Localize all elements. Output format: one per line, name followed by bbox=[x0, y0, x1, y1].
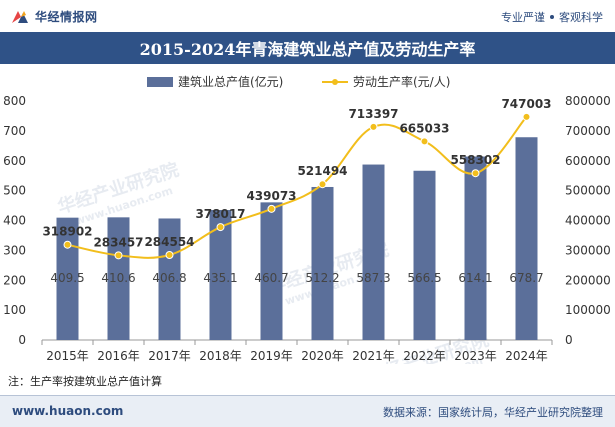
legend-bar-label: 建筑业总产值(亿元) bbox=[178, 74, 283, 89]
y-right-tick-label: 300000 bbox=[565, 243, 611, 257]
bar bbox=[464, 156, 487, 340]
slogan: 专业严谨 客观科学 bbox=[501, 9, 603, 25]
bar-value-label: 614.1 bbox=[458, 271, 492, 285]
slogan-left: 专业严谨 bbox=[501, 11, 545, 24]
bar bbox=[515, 137, 538, 340]
legend-bar-swatch bbox=[147, 77, 173, 87]
bar-value-label: 435.1 bbox=[203, 271, 237, 285]
brand: 华经情报网 bbox=[10, 7, 98, 25]
bar-value-label: 587.3 bbox=[356, 271, 390, 285]
line-point bbox=[471, 169, 480, 178]
x-tick-label: 2022年 bbox=[403, 349, 446, 363]
x-tick-label: 2021年 bbox=[352, 349, 395, 363]
legend: 建筑业总产值(亿元) 劳动生产率(元/人) bbox=[147, 74, 450, 89]
y-right-tick-label: 400000 bbox=[565, 214, 611, 228]
bar bbox=[413, 170, 436, 340]
line-value-label: 318902 bbox=[42, 225, 92, 239]
line-value-label: 747003 bbox=[501, 97, 551, 111]
bar bbox=[107, 217, 130, 340]
x-tick-label: 2016年 bbox=[97, 349, 140, 363]
line-point bbox=[318, 180, 327, 189]
bar bbox=[362, 164, 385, 340]
footer: www.huaon.com 数据来源：国家统计局，华经产业研究院整理 bbox=[0, 396, 615, 427]
y-left-tick-label: 300 bbox=[3, 243, 26, 257]
y-left-tick-label: 800 bbox=[3, 94, 26, 108]
slogan-dot-icon bbox=[550, 15, 554, 19]
y-left-tick-label: 400 bbox=[3, 214, 26, 228]
line-point bbox=[420, 137, 429, 146]
productivity-line bbox=[67, 116, 528, 259]
bar-value-label: 409.5 bbox=[50, 271, 84, 285]
top-bar: 华经情报网 专业严谨 客观科学 bbox=[0, 0, 615, 32]
bar-value-label: 460.7 bbox=[254, 271, 288, 285]
y-right-tick-label: 600000 bbox=[565, 154, 611, 168]
slogan-right: 客观科学 bbox=[559, 11, 603, 24]
line-value-label: 558302 bbox=[450, 153, 500, 167]
line-point bbox=[216, 223, 225, 232]
footer-source: 数据来源：国家统计局，华经产业研究院整理 bbox=[383, 406, 603, 419]
bar-series bbox=[56, 137, 538, 340]
axes: 0 100 200 300 400 500 600 700 800 0 100000 200000 30… bbox=[3, 94, 611, 363]
title-bar: 2015-2024年青海建筑业总产值及劳动生产率 bbox=[0, 32, 615, 64]
line-point bbox=[165, 250, 174, 259]
y-left-tick-label: 100 bbox=[3, 303, 26, 317]
y-right-tick-label: 0 bbox=[565, 333, 573, 347]
line-point bbox=[114, 251, 123, 260]
footer-divider bbox=[0, 395, 615, 396]
y-left-tick-label: 200 bbox=[3, 273, 26, 287]
bar bbox=[260, 202, 283, 340]
bar bbox=[56, 217, 79, 340]
x-tick-label: 2019年 bbox=[250, 349, 293, 363]
bar bbox=[209, 210, 232, 340]
y-left-tick-label: 700 bbox=[3, 124, 26, 138]
brand-name: 华经情报网 bbox=[35, 9, 98, 24]
chart-title: 2015-2024年青海建筑业总产值及劳动生产率 bbox=[139, 40, 476, 59]
bar-value-label: 566.5 bbox=[407, 271, 441, 285]
x-tick-label: 2020年 bbox=[301, 349, 344, 363]
legend-line-label: 劳动生产率(元/人) bbox=[353, 74, 450, 89]
line-point bbox=[63, 240, 72, 249]
line-point bbox=[522, 112, 531, 121]
bar-value-label: 406.8 bbox=[152, 271, 186, 285]
y-right-tick-label: 200000 bbox=[565, 273, 611, 287]
bar-value-label: 512.2 bbox=[305, 271, 339, 285]
x-tick-label: 2017年 bbox=[148, 349, 191, 363]
y-left-tick-label: 600 bbox=[3, 154, 26, 168]
legend-line-marker bbox=[332, 79, 338, 85]
bar-value-label: 410.6 bbox=[101, 271, 135, 285]
x-tick-label: 2024年 bbox=[505, 349, 548, 363]
y-right-tick-label: 700000 bbox=[565, 124, 611, 138]
bar bbox=[311, 186, 334, 340]
brand-logo-icon bbox=[12, 11, 28, 23]
footer-site[interactable]: www.huaon.com bbox=[12, 404, 124, 418]
line-value-label: 283457 bbox=[93, 235, 143, 249]
y-right-tick-label: 100000 bbox=[565, 303, 611, 317]
y-right-tick-label: 800000 bbox=[565, 94, 611, 108]
x-tick-label: 2018年 bbox=[199, 349, 242, 363]
line-value-label: 713397 bbox=[348, 107, 398, 121]
line-series bbox=[63, 112, 531, 260]
line-value-label: 439073 bbox=[246, 189, 296, 203]
bar-value-label: 678.7 bbox=[509, 271, 543, 285]
line-point bbox=[369, 122, 378, 131]
line-value-label: 521494 bbox=[297, 164, 347, 178]
line-value-label: 665033 bbox=[399, 121, 449, 135]
chart: 华经产业研究院www.huaon.com华经产业研究院www.huaon.com… bbox=[3, 74, 611, 364]
bar bbox=[158, 218, 181, 340]
y-left-tick-label: 0 bbox=[18, 333, 26, 347]
y-left-tick-label: 500 bbox=[3, 184, 26, 198]
x-tick-label: 2015年 bbox=[46, 349, 89, 363]
y-right-tick-label: 500000 bbox=[565, 184, 611, 198]
x-tick-label: 2023年 bbox=[454, 349, 497, 363]
line-value-label: 284554 bbox=[144, 235, 194, 249]
footnote: 注：生产率按建筑业总产值计算 bbox=[8, 375, 162, 388]
line-value-label: 378017 bbox=[195, 207, 245, 221]
line-point bbox=[267, 204, 276, 213]
data-labels: 409.5 410.6 406.8 435.1 460.7 512.2 587.3 566.5… bbox=[42, 97, 551, 285]
